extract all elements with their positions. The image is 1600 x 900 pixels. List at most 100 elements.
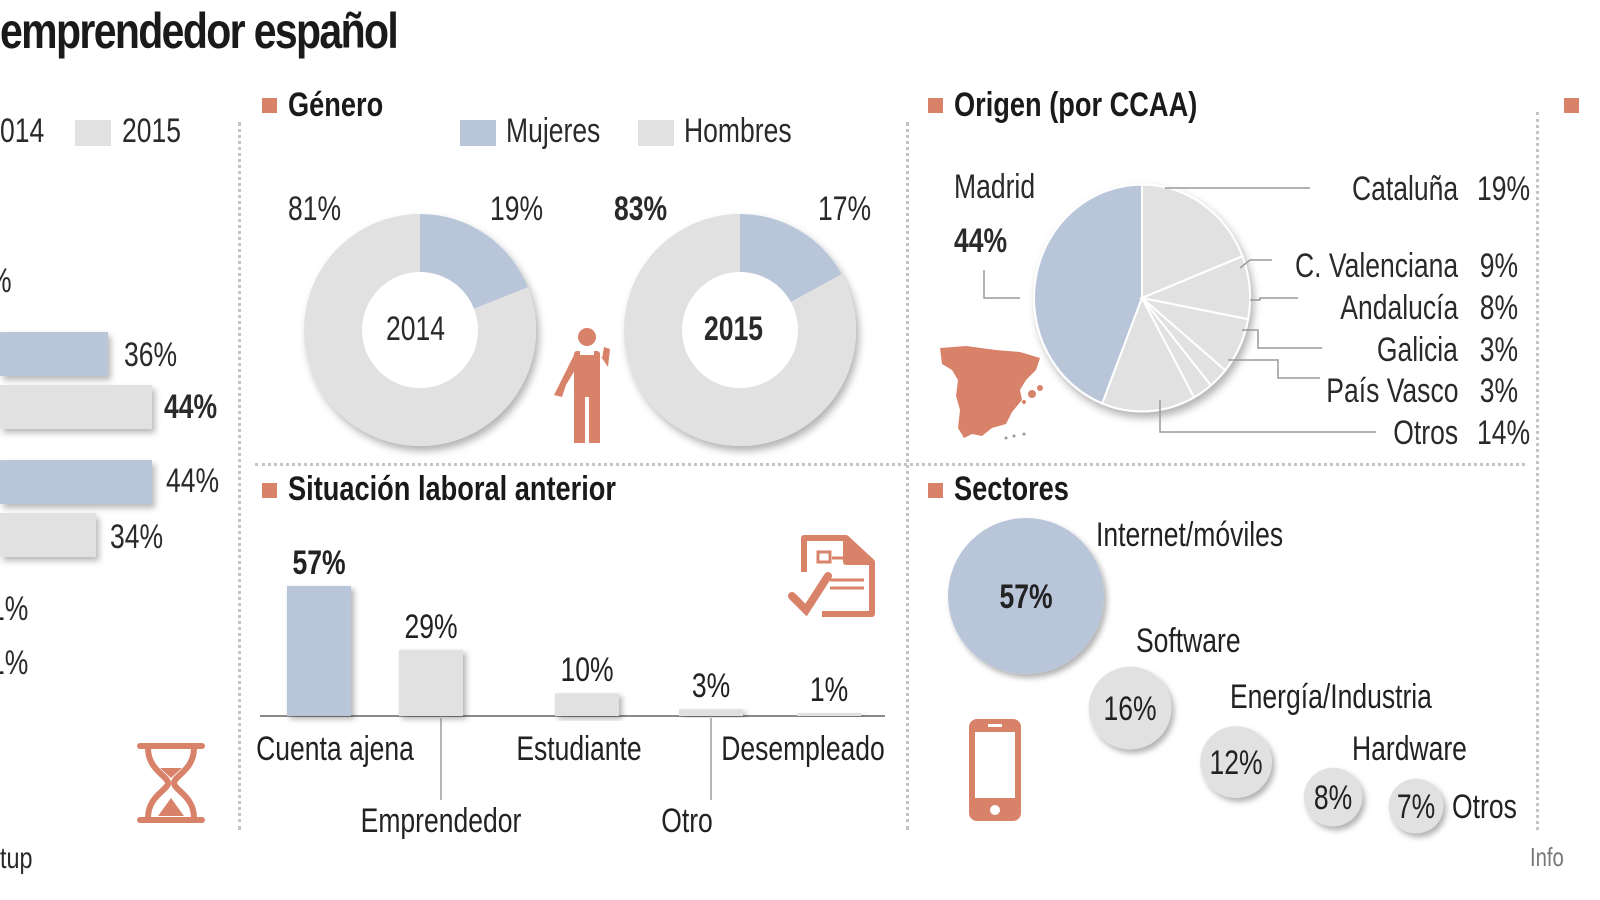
divider bbox=[238, 122, 241, 830]
donut-2015-hombres-label: 83% bbox=[614, 190, 668, 228]
donut-hole bbox=[682, 272, 798, 388]
madrid-label: Madrid bbox=[954, 168, 1036, 206]
donut-2014 bbox=[303, 214, 536, 446]
bubble-4 bbox=[1303, 767, 1363, 827]
leader-line bbox=[1239, 259, 1272, 269]
legend-label-2015: 2015 bbox=[122, 112, 181, 150]
bar-value-label: 10% bbox=[560, 651, 613, 689]
genero-title: Género bbox=[288, 86, 384, 124]
bubble-category-label: Energía/Industria bbox=[1230, 678, 1432, 716]
category-label: Cuenta ajena bbox=[256, 730, 414, 768]
region-value: 3% bbox=[1479, 331, 1518, 369]
bar-value-label: 57% bbox=[292, 544, 345, 582]
leader-line bbox=[983, 270, 1020, 299]
section-marker-partial bbox=[1564, 98, 1579, 113]
legend-label-mujeres: Mujeres bbox=[506, 112, 601, 150]
bubble-3 bbox=[1200, 726, 1272, 798]
bubble-category-label: Otros bbox=[1452, 788, 1517, 826]
region-value: 14% bbox=[1476, 414, 1530, 452]
bar-2015-a bbox=[0, 385, 152, 429]
donut-2015-mujeres-label: 17% bbox=[818, 190, 872, 228]
legend-label-2014: 014 bbox=[0, 112, 45, 150]
section-marker bbox=[262, 483, 277, 498]
category-label: Emprendedor bbox=[361, 802, 522, 840]
worker-icon bbox=[554, 328, 610, 443]
small-value: 1% bbox=[0, 590, 29, 628]
region-value: 19% bbox=[1476, 170, 1530, 208]
region-name: Cataluña bbox=[1351, 170, 1458, 208]
bar-value-label: 3% bbox=[692, 667, 730, 705]
section-marker bbox=[928, 98, 943, 113]
leader-line bbox=[1250, 297, 1298, 301]
leader-line bbox=[1242, 329, 1322, 349]
small-value: 1% bbox=[0, 644, 29, 682]
category-label: Estudiante bbox=[516, 730, 641, 768]
bar-2015-b bbox=[0, 513, 96, 557]
page-title: emprendedor español bbox=[0, 3, 399, 59]
bubble-value-label: 57% bbox=[999, 578, 1052, 616]
bar-label: 44% bbox=[164, 388, 218, 426]
bubble-5 bbox=[1388, 778, 1444, 834]
bar-value-label: 29% bbox=[404, 608, 457, 646]
bar-otro bbox=[679, 709, 743, 716]
bar-label: 44% bbox=[166, 462, 220, 500]
donut-2014-hombres-label: 81% bbox=[288, 190, 342, 228]
bubble-1 bbox=[948, 518, 1104, 674]
donut-2015 bbox=[624, 214, 856, 446]
bubble-value-label: 12% bbox=[1209, 744, 1262, 782]
legend-label-hombres: Hombres bbox=[684, 112, 792, 150]
bubble-category-label: Software bbox=[1136, 622, 1241, 660]
bubble-value-label: 16% bbox=[1103, 690, 1156, 728]
divider bbox=[255, 463, 1525, 466]
bar-desempleado bbox=[797, 713, 861, 716]
category-label: Otro bbox=[661, 802, 713, 840]
leader-line bbox=[1159, 400, 1376, 433]
bar-label: 36% bbox=[124, 336, 178, 374]
pie-slice bbox=[1033, 183, 1143, 405]
divider bbox=[1536, 112, 1539, 830]
pie-slice bbox=[1141, 183, 1244, 300]
donut-slice-mujeres bbox=[420, 214, 528, 309]
donut-2015-center-label: 2015 bbox=[704, 310, 763, 348]
donut-hole bbox=[362, 272, 478, 388]
bar-estudiante bbox=[555, 693, 619, 716]
spain-map-icon bbox=[940, 346, 1043, 440]
divider bbox=[906, 122, 909, 830]
bubble-category-label: Hardware bbox=[1352, 730, 1467, 768]
sectores-bubbles: 57% Internet/móviles 16% Software 12% Energía… bbox=[948, 516, 1517, 834]
form-check-icon bbox=[788, 535, 875, 617]
donut-slice-mujeres bbox=[740, 214, 842, 303]
smartphone-icon bbox=[969, 719, 1021, 821]
region-value: 3% bbox=[1479, 372, 1518, 410]
legend-swatch-2015 bbox=[75, 120, 111, 146]
region-value: 8% bbox=[1479, 289, 1518, 327]
legend-swatch-hombres bbox=[638, 120, 674, 146]
sectores-title: Sectores bbox=[954, 470, 1069, 508]
donut-2014-center-label: 2014 bbox=[386, 310, 445, 348]
bar-2014-b bbox=[0, 460, 152, 504]
region-name: C. Valenciana bbox=[1294, 247, 1458, 285]
donut-slice-hombres bbox=[303, 214, 536, 446]
bar-2014-a bbox=[0, 332, 108, 376]
category-label: Desempleado bbox=[721, 730, 885, 768]
donut-2014-mujeres-label: 19% bbox=[490, 190, 544, 228]
section-marker bbox=[262, 98, 277, 113]
bubble-value-label: 8% bbox=[1314, 779, 1352, 817]
situacion-bar-chart: 57% 29% 10% 3% 1% Cuenta ajena Emprendedor Estu… bbox=[256, 544, 885, 840]
situacion-title: Situación laboral anterior bbox=[288, 470, 616, 508]
pie-slice bbox=[1100, 295, 1196, 413]
bubble-2 bbox=[1088, 666, 1172, 750]
bubble-value-label: 7% bbox=[1397, 788, 1435, 826]
partial-percent-label: % bbox=[0, 262, 12, 301]
region-name: Otros bbox=[1393, 414, 1458, 452]
credit-text: Info bbox=[1530, 842, 1564, 872]
legend-swatch-mujeres bbox=[460, 120, 496, 146]
bar-label: 34% bbox=[110, 518, 164, 556]
genero-donuts bbox=[303, 214, 856, 446]
region-value: 9% bbox=[1479, 247, 1518, 285]
region-name: Andalucía bbox=[1340, 289, 1458, 327]
origen-pie bbox=[983, 183, 1376, 433]
madrid-value: 44% bbox=[954, 222, 1008, 260]
section-marker bbox=[928, 483, 943, 498]
origen-title: Origen (por CCAA) bbox=[954, 86, 1198, 124]
